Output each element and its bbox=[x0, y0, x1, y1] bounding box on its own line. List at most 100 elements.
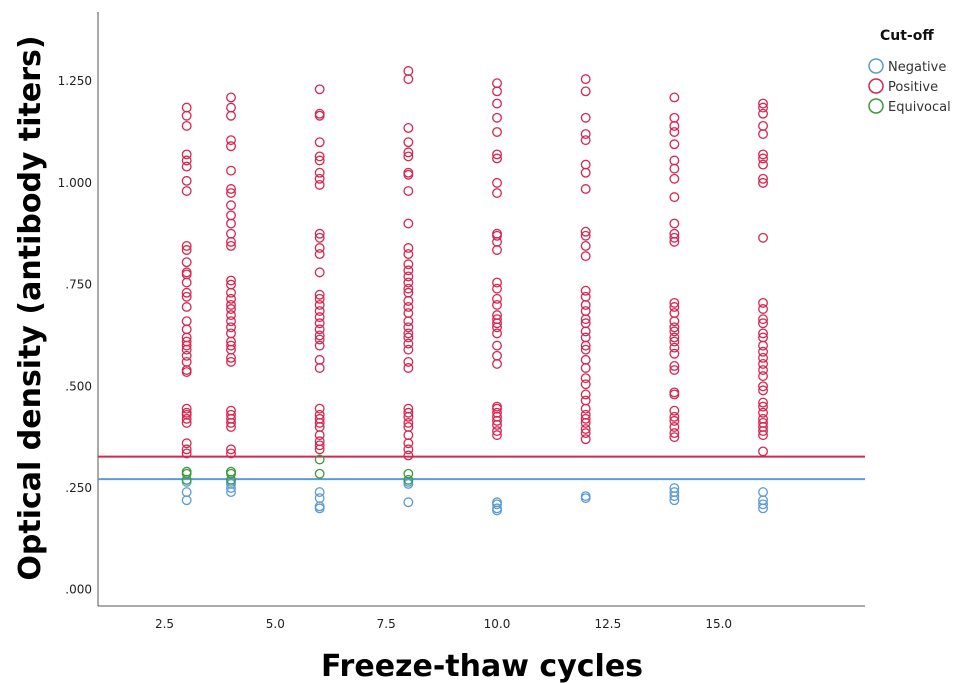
point-positive bbox=[226, 141, 236, 152]
plot-frame bbox=[97, 12, 865, 607]
y-tick-label: 1.000 bbox=[58, 176, 92, 190]
point-positive bbox=[314, 267, 325, 278]
point-equivocal bbox=[181, 466, 192, 477]
point-negative bbox=[492, 503, 502, 514]
point-positive bbox=[226, 352, 236, 363]
point-positive bbox=[669, 218, 680, 229]
point-positive bbox=[226, 236, 236, 247]
point-positive bbox=[181, 340, 192, 351]
point-positive bbox=[669, 432, 680, 443]
point-positive bbox=[669, 411, 680, 422]
x-tick-label: 2.5 bbox=[155, 617, 174, 631]
point-positive bbox=[226, 218, 236, 229]
legend-marker-equivocal bbox=[868, 98, 884, 114]
point-positive bbox=[492, 328, 502, 339]
point-equivocal bbox=[403, 468, 414, 479]
point-positive bbox=[669, 120, 680, 131]
point-positive bbox=[226, 340, 236, 351]
point-positive bbox=[226, 310, 236, 321]
point-positive bbox=[580, 424, 591, 434]
point-positive bbox=[758, 318, 768, 329]
point-positive bbox=[758, 297, 768, 308]
point-positive bbox=[492, 245, 502, 255]
point-positive bbox=[314, 228, 325, 239]
point-positive bbox=[758, 352, 768, 363]
point-positive bbox=[492, 293, 502, 304]
point-equivocal bbox=[403, 474, 414, 485]
point-positive bbox=[314, 155, 325, 166]
point-positive bbox=[492, 149, 502, 160]
point-positive bbox=[758, 173, 768, 184]
point-positive bbox=[314, 403, 325, 414]
point-positive bbox=[314, 330, 325, 341]
point-positive bbox=[314, 444, 325, 455]
point-positive bbox=[226, 448, 236, 459]
point-positive bbox=[669, 365, 680, 375]
point-positive bbox=[403, 169, 414, 180]
point-positive bbox=[314, 110, 325, 121]
point-positive bbox=[580, 363, 591, 373]
point-positive bbox=[314, 173, 325, 184]
point-positive bbox=[314, 417, 325, 428]
point-positive bbox=[580, 112, 591, 123]
point-positive bbox=[669, 173, 680, 184]
point-positive bbox=[181, 287, 192, 298]
point-positive bbox=[758, 314, 768, 325]
x-axis-title: Freeze-thaw cycles bbox=[321, 649, 643, 683]
point-positive bbox=[403, 332, 414, 343]
point-positive bbox=[492, 322, 502, 333]
point-positive bbox=[403, 356, 414, 367]
point-negative bbox=[403, 497, 414, 508]
point-positive bbox=[669, 192, 680, 203]
point-positive bbox=[181, 403, 192, 414]
point-positive bbox=[226, 322, 236, 333]
point-negative bbox=[580, 491, 591, 502]
point-positive bbox=[314, 334, 325, 345]
point-negative bbox=[669, 483, 680, 493]
point-positive bbox=[580, 389, 591, 400]
data-points bbox=[181, 66, 768, 516]
point-positive bbox=[314, 151, 325, 162]
point-positive bbox=[403, 151, 414, 162]
y-axis-ticks: .000 .250 .500 .750 1.000 1.250 bbox=[58, 74, 92, 597]
point-positive bbox=[669, 361, 680, 371]
point-positive bbox=[758, 401, 768, 412]
reference-lines bbox=[98, 455, 865, 481]
point-positive bbox=[580, 344, 591, 355]
point-positive bbox=[669, 236, 680, 247]
point-positive bbox=[403, 295, 414, 306]
point-positive bbox=[580, 379, 591, 390]
point-positive bbox=[580, 135, 591, 146]
x-tick-label: 15.0 bbox=[705, 617, 732, 631]
point-positive bbox=[758, 397, 768, 408]
point-positive bbox=[403, 444, 414, 455]
point-positive bbox=[226, 417, 236, 428]
point-positive bbox=[758, 177, 768, 188]
x-tick-label: 12.5 bbox=[594, 617, 621, 631]
y-tick-label: .250 bbox=[65, 481, 92, 495]
point-negative bbox=[492, 497, 502, 508]
point-positive bbox=[669, 163, 680, 174]
point-positive bbox=[403, 302, 414, 312]
point-positive bbox=[403, 123, 414, 133]
legend-marker-negative bbox=[868, 58, 884, 74]
point-positive bbox=[403, 438, 414, 449]
point-positive bbox=[669, 232, 680, 243]
point-positive bbox=[403, 218, 414, 229]
point-positive bbox=[226, 293, 236, 304]
point-positive bbox=[492, 426, 502, 437]
point-positive bbox=[181, 302, 192, 312]
point-positive bbox=[758, 371, 768, 382]
point-positive bbox=[580, 403, 591, 414]
point-negative bbox=[314, 493, 325, 504]
point-positive bbox=[758, 328, 768, 339]
point-positive bbox=[492, 283, 502, 294]
point-positive bbox=[403, 74, 414, 85]
point-positive bbox=[403, 277, 414, 288]
point-positive bbox=[669, 389, 680, 400]
point-positive bbox=[403, 137, 414, 148]
point-positive bbox=[669, 322, 680, 333]
point-positive bbox=[758, 346, 768, 357]
point-positive bbox=[226, 356, 236, 367]
